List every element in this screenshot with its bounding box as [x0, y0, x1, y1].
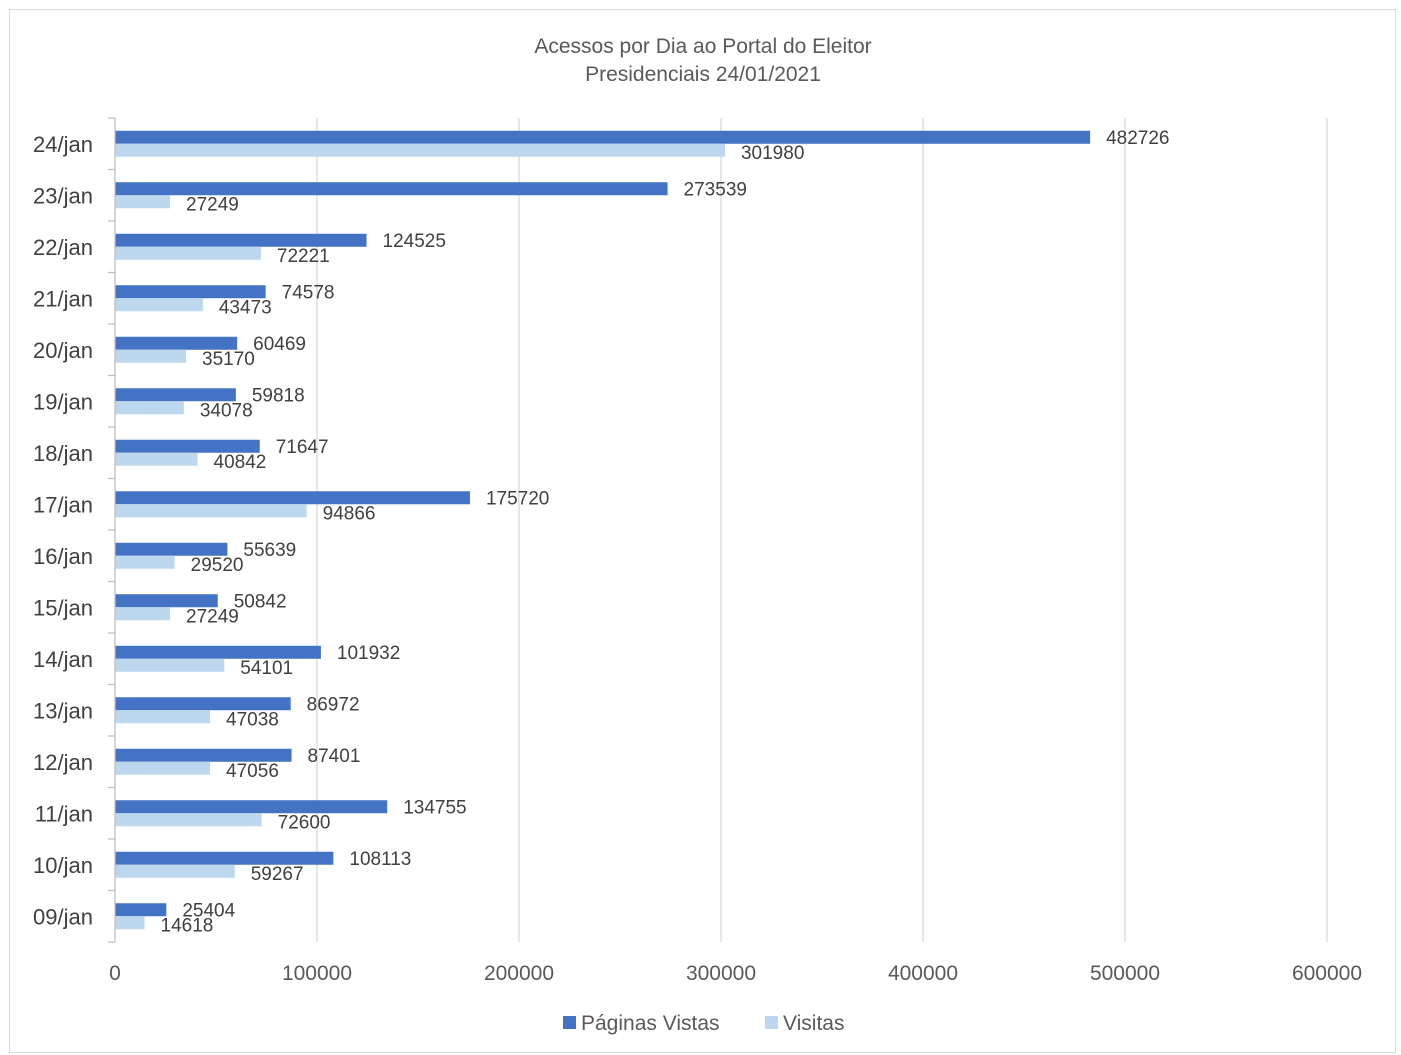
x-tick-label: 500000: [1090, 962, 1160, 985]
data-label: 27249: [186, 606, 239, 627]
bar-paginas-vistas: [115, 388, 236, 402]
x-tick-label: 200000: [484, 962, 554, 985]
bar-paginas-vistas: [115, 903, 167, 917]
bar-paginas-vistas: [115, 800, 388, 814]
category-label: 19/jan: [33, 389, 93, 414]
category-label: 10/jan: [33, 853, 93, 878]
data-label: 40842: [214, 452, 267, 473]
legend-label: Páginas Vistas: [581, 1012, 720, 1035]
category-label: 24/jan: [33, 132, 93, 157]
category-label: 17/jan: [33, 492, 93, 517]
category-label: 20/jan: [33, 338, 93, 363]
category-label: 13/jan: [33, 698, 93, 723]
bar-paginas-vistas: [115, 336, 238, 350]
axes: 0 100000 200000 300000 400000 500000 600000 24/…: [33, 117, 1362, 985]
category-label: 22/jan: [33, 235, 93, 260]
data-label: 72600: [278, 812, 331, 833]
data-label: 47038: [226, 709, 279, 730]
category-label: 16/jan: [33, 544, 93, 569]
legend-label: Visitas: [783, 1012, 844, 1035]
data-label: 35170: [202, 349, 255, 370]
bar-visitas: [115, 298, 203, 312]
x-tick-label: 400000: [888, 962, 958, 985]
bar-visitas: [115, 401, 184, 415]
bar-paginas-vistas: [115, 851, 334, 865]
category-label: 11/jan: [35, 801, 93, 826]
data-label: 29520: [191, 555, 244, 576]
category-label: 23/jan: [33, 183, 93, 208]
x-tick-label: 0: [109, 962, 121, 985]
bar-paginas-vistas: [115, 748, 292, 762]
bar-paginas-vistas: [115, 439, 260, 453]
data-label: 50842: [234, 591, 287, 612]
data-label: 72221: [277, 246, 330, 267]
category-label: 18/jan: [33, 441, 93, 466]
data-label: 108113: [349, 849, 411, 870]
data-label: 94866: [323, 503, 376, 524]
bar-visitas: [115, 761, 211, 775]
bar-visitas: [115, 349, 187, 363]
data-label: 71647: [276, 437, 329, 458]
x-tick-label: 100000: [282, 962, 352, 985]
bar-paginas-vistas: [115, 542, 228, 556]
data-labels: 482726 301980 273539 27249 124525 72221 74578 4…: [161, 128, 1170, 937]
chart-subtitle: Presidenciais 24/01/2021: [585, 63, 821, 86]
data-label: 86972: [307, 694, 360, 715]
bar-paginas-vistas: [115, 645, 321, 659]
data-label: 101932: [337, 643, 400, 664]
data-label: 273539: [684, 179, 747, 200]
bar-paginas-vistas: [115, 697, 291, 711]
bar-visitas: [115, 504, 307, 518]
category-label: 09/jan: [33, 904, 93, 929]
bar-visitas: [115, 916, 145, 930]
category-label: 14/jan: [33, 647, 93, 672]
bar-visitas: [115, 143, 725, 157]
data-label: 55639: [243, 540, 296, 561]
data-label: 134755: [403, 797, 466, 818]
data-label: 124525: [383, 231, 446, 252]
bar-visitas: [115, 710, 211, 724]
bar-paginas-vistas: [115, 233, 367, 247]
bar-visitas: [115, 864, 235, 878]
category-label: 21/jan: [33, 286, 93, 311]
data-label: 14618: [161, 915, 214, 936]
data-label: 175720: [486, 488, 549, 509]
data-label: 47056: [226, 761, 279, 782]
data-label: 34078: [200, 400, 253, 421]
data-label: 301980: [741, 143, 804, 164]
legend-swatch: [765, 1016, 778, 1029]
data-label: 74578: [282, 282, 335, 303]
bar-paginas-vistas: [115, 182, 668, 196]
data-label: 59818: [252, 385, 305, 406]
data-label: 43473: [219, 297, 272, 318]
bar-paginas-vistas: [115, 594, 218, 608]
bar-paginas-vistas: [115, 491, 470, 505]
bar-visitas: [115, 555, 175, 569]
category-label: 12/jan: [33, 750, 93, 775]
bar-paginas-vistas: [115, 285, 266, 299]
legend-swatch: [563, 1016, 576, 1029]
data-label: 59267: [251, 864, 304, 885]
bar-visitas: [115, 813, 262, 827]
chart-title: Acessos por Dia ao Portal do Eleitor: [534, 35, 871, 58]
data-label: 27249: [186, 194, 239, 215]
data-label: 25404: [182, 900, 235, 921]
bar-visitas: [115, 607, 171, 621]
data-label: 482726: [1106, 128, 1169, 149]
bar-visitas: [115, 452, 198, 466]
data-label: 54101: [240, 658, 293, 679]
data-label: 60469: [253, 334, 306, 355]
data-label: 87401: [308, 746, 361, 767]
x-tick-label: 300000: [686, 962, 756, 985]
legend: Páginas Vistas Visitas: [563, 1012, 844, 1035]
bars: [115, 130, 1091, 930]
x-tick-label: 600000: [1292, 962, 1362, 985]
bar-visitas: [115, 658, 225, 672]
bar-visitas: [115, 246, 261, 260]
bar-visitas: [115, 195, 171, 209]
bar-paginas-vistas: [115, 130, 1091, 144]
category-label: 15/jan: [33, 595, 93, 620]
gridlines: [316, 118, 1328, 942]
